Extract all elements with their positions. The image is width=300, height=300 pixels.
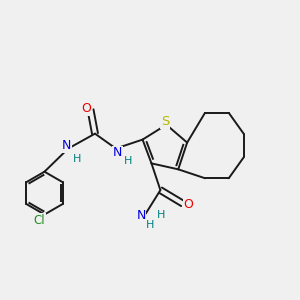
Text: N: N [112,146,122,160]
Text: Cl: Cl [33,214,45,227]
Text: N: N [136,209,146,222]
Text: H: H [157,210,165,220]
Text: H: H [146,220,154,230]
Text: H: H [73,154,81,164]
Text: S: S [161,115,169,128]
Text: H: H [124,156,133,166]
Text: O: O [184,199,194,212]
Text: N: N [62,139,71,152]
Text: O: O [81,102,91,115]
